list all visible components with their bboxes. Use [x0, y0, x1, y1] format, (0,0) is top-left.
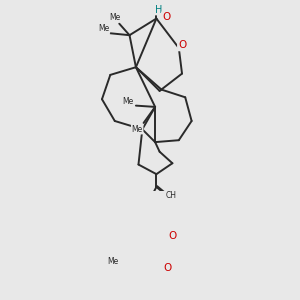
Text: H: H [154, 4, 162, 15]
Text: Me: Me [107, 257, 118, 266]
Text: O: O [168, 231, 176, 241]
Text: Me: Me [109, 13, 120, 22]
Text: CH: CH [166, 191, 177, 200]
Text: 2: 2 [170, 195, 175, 201]
Text: O: O [178, 40, 186, 50]
Text: Me: Me [122, 97, 133, 106]
Text: O: O [163, 263, 171, 273]
Text: Me: Me [98, 24, 110, 33]
Text: O: O [162, 12, 170, 22]
Text: Me: Me [132, 125, 143, 134]
